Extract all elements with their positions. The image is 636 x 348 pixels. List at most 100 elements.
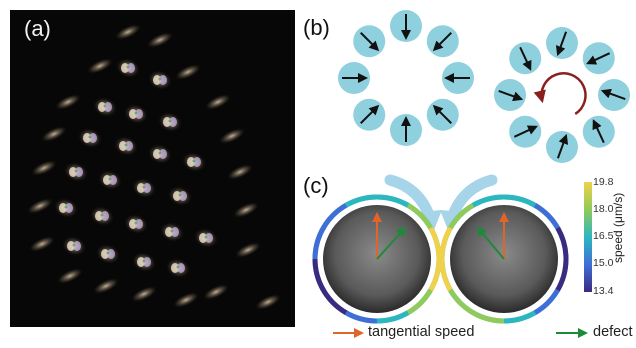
bright-particle bbox=[61, 235, 87, 257]
speed-ring-segment bbox=[555, 226, 569, 261]
dim-particle bbox=[204, 93, 232, 111]
speed-ring-segment bbox=[312, 225, 327, 260]
panel-label-c: (c) bbox=[303, 173, 329, 198]
dim-particle bbox=[28, 235, 56, 253]
microscopy-scene bbox=[26, 23, 282, 311]
dim-particle bbox=[26, 197, 54, 215]
colorbar-tick: 16.5 bbox=[593, 230, 614, 242]
bright-particle bbox=[63, 161, 89, 183]
dim-particle bbox=[232, 201, 260, 219]
disk-with-arrow bbox=[546, 27, 578, 59]
bright-particle bbox=[131, 251, 157, 273]
legend-defect-label: defect bbox=[593, 324, 633, 340]
bright-particle bbox=[193, 227, 219, 249]
bright-particle bbox=[131, 177, 157, 199]
speed-ring-segment bbox=[375, 310, 410, 324]
bright-particle bbox=[92, 96, 118, 118]
speed-ring-segment bbox=[470, 309, 505, 324]
disk-with-arrow bbox=[598, 79, 630, 111]
disk-with-arrow bbox=[338, 62, 370, 94]
colorbar-tick: 18.0 bbox=[593, 203, 614, 215]
bright-particle bbox=[53, 197, 79, 219]
bright-particle bbox=[181, 151, 207, 173]
rotation-arrow bbox=[533, 72, 587, 115]
colorbar-tick-min: 13.4 bbox=[593, 285, 614, 297]
defect-arrow-left bbox=[376, 226, 407, 260]
bright-particle bbox=[123, 213, 149, 235]
disk-with-arrow bbox=[546, 131, 578, 163]
dim-particle bbox=[54, 93, 82, 111]
colorbar-axis-label: speed (μm/s) bbox=[611, 192, 625, 263]
speed-ring-segment bbox=[502, 310, 537, 324]
disk-with-arrow bbox=[353, 25, 386, 58]
dim-particle bbox=[40, 125, 68, 143]
disk-with-arrow bbox=[494, 79, 526, 111]
disk-with-arrow bbox=[509, 42, 542, 75]
bright-particle bbox=[157, 111, 183, 133]
dim-particle bbox=[30, 159, 58, 177]
speed-ring-segment bbox=[533, 203, 561, 231]
legend-tangential-label: tangential speed bbox=[368, 324, 475, 340]
dim-particle bbox=[86, 57, 114, 75]
speed-ring-segment bbox=[312, 257, 326, 292]
disk-with-arrow bbox=[426, 98, 459, 131]
defect-arrow-right bbox=[476, 226, 505, 260]
bright-particle bbox=[123, 103, 149, 125]
bright-particle bbox=[147, 69, 173, 91]
dim-particle bbox=[172, 291, 200, 309]
panel-a-microscopy-image bbox=[10, 10, 295, 327]
disk-with-arrow bbox=[442, 62, 474, 94]
bright-particle bbox=[159, 221, 185, 243]
panel-b-ring-left bbox=[338, 10, 474, 146]
dim-particle bbox=[234, 241, 262, 259]
speed-ring-segment bbox=[448, 202, 476, 230]
disk-with-arrow bbox=[353, 98, 386, 131]
dim-particle bbox=[254, 293, 282, 311]
speed-ring-segment bbox=[343, 309, 378, 324]
speed-ring-segment bbox=[428, 226, 442, 261]
dim-particle bbox=[174, 63, 202, 81]
disk-with-arrow bbox=[582, 115, 615, 148]
bright-particle bbox=[165, 257, 191, 279]
disk-with-arrow bbox=[509, 115, 542, 148]
dim-particle bbox=[226, 163, 254, 181]
speed-ring-segment bbox=[321, 202, 349, 230]
panel-b-ring-right bbox=[494, 27, 630, 163]
dim-particle bbox=[56, 267, 84, 285]
dim-particle bbox=[218, 127, 246, 145]
speed-ring-segment bbox=[447, 287, 475, 315]
disk-with-arrow bbox=[426, 25, 459, 58]
bright-particle bbox=[113, 135, 139, 157]
colorbar-tick-max: 19.8 bbox=[593, 176, 614, 188]
speed-ring-segment bbox=[503, 194, 538, 209]
dim-particle bbox=[114, 23, 142, 41]
speed-ring-segment bbox=[376, 194, 411, 209]
colorbar bbox=[584, 182, 592, 292]
dim-particle bbox=[130, 285, 158, 303]
speed-ring-segment bbox=[344, 194, 379, 208]
bright-particle bbox=[115, 57, 141, 79]
bright-particle bbox=[95, 243, 121, 265]
speed-ring-segment bbox=[439, 225, 454, 260]
bright-particle bbox=[147, 143, 173, 165]
speed-ring-segment bbox=[554, 258, 569, 293]
panel-label-b: (b) bbox=[303, 15, 330, 40]
speed-ring-segment bbox=[406, 203, 434, 231]
well-right bbox=[439, 194, 569, 324]
dim-particle bbox=[146, 31, 174, 49]
disk-with-arrow bbox=[582, 42, 615, 75]
dim-particle bbox=[92, 277, 120, 295]
dim-particle bbox=[202, 283, 230, 301]
speed-ring-segment bbox=[320, 287, 348, 315]
bright-particle bbox=[89, 205, 115, 227]
speed-ring-segment bbox=[532, 288, 560, 316]
bright-particle bbox=[97, 169, 123, 191]
speed-ring-segment bbox=[427, 258, 442, 293]
disk-with-arrow bbox=[390, 114, 422, 146]
bright-particle bbox=[77, 127, 103, 149]
bright-particle bbox=[167, 185, 193, 207]
speed-ring-segment bbox=[405, 288, 433, 316]
panel-label-a: (a) bbox=[24, 16, 51, 41]
